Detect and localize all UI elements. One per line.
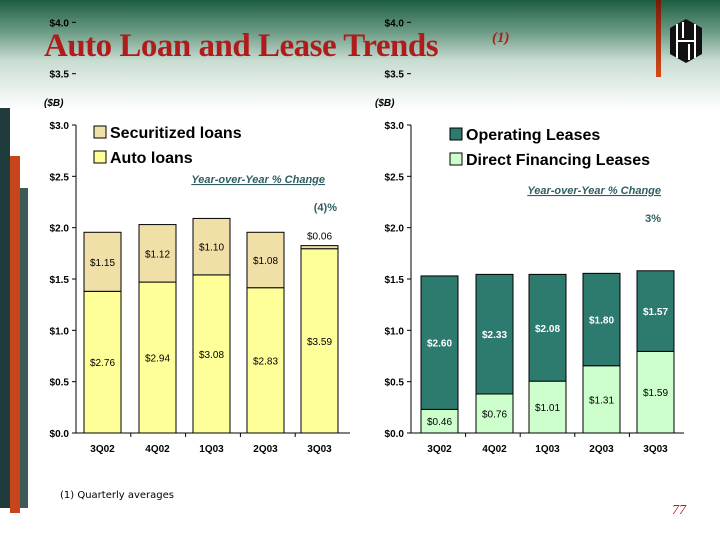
chart1-y-tick-label: $3.5: [385, 70, 405, 81]
chart1-y-tick-label: $4.0: [385, 18, 405, 29]
chart1-bar-direct-financing-leases: [582, 365, 621, 434]
chart1-data-label: $2.33: [482, 330, 507, 341]
chart0-bar-auto-loans: [192, 274, 231, 434]
chart0-data-label: $1.10: [199, 243, 224, 254]
page-title: Auto Loan and Lease Trends: [44, 28, 439, 64]
chart1-bar-direct-financing-leases: [475, 393, 514, 434]
chart0-data-label: $2.83: [253, 356, 278, 367]
chart0-bar-auto-loans: [246, 287, 285, 434]
header-divider: [656, 0, 661, 77]
chart1-x-tick-label: 3Q02: [427, 444, 452, 455]
chart0-yoy-heading: Year-over-Year % Change: [191, 174, 325, 186]
page-number: 77: [672, 503, 686, 518]
chart0-data-label: $2.94: [145, 354, 170, 365]
chart1-data-label: $0.46: [427, 417, 452, 428]
chart1-bar-operating-leases: [475, 273, 514, 395]
chart0-bar-securitized-loans: [83, 231, 122, 292]
footnote: (1) Quarterly averages: [60, 490, 174, 501]
chart0-bar-auto-loans: [83, 290, 122, 434]
chart1-bar-direct-financing-leases: [528, 380, 567, 434]
chart1-y-tick-label: $2.0: [385, 224, 405, 235]
chart0-legend-swatch: [93, 125, 107, 139]
chart1-data-label: $0.76: [482, 409, 507, 420]
chart1-data-label: $1.01: [535, 403, 560, 414]
chart1-y-tick-label: $1.0: [385, 326, 405, 337]
chart1-bar-operating-leases: [528, 273, 567, 382]
chart1-data-label: $1.57: [643, 307, 668, 318]
chart1-data-label: $1.59: [643, 388, 668, 399]
chart0-bar-securitized-loans: [138, 224, 177, 283]
decorative-side-strips: [0, 108, 28, 513]
chart1-y-tick-label: $0.5: [385, 378, 405, 389]
chart1-legend-swatch: [449, 152, 463, 166]
chart0-data-label: $3.59: [307, 337, 332, 348]
chart0-data-label: $3.08: [199, 350, 224, 361]
chart0-y-tick-label: $0.5: [50, 378, 70, 389]
chart1-bar-operating-leases: [636, 270, 675, 352]
chart1-x-tick-label: 2Q03: [589, 444, 614, 455]
chart1-x-tick-label: 1Q03: [535, 444, 560, 455]
chart1-x-tick-label: 4Q02: [482, 444, 507, 455]
chart0-legend-label: Securitized loans: [110, 125, 242, 142]
chart0-y-tick-label: $2.5: [50, 172, 70, 183]
chart0-x-tick-label: 1Q03: [199, 444, 224, 455]
chart0-x-tick-label: 3Q02: [90, 444, 115, 455]
chart0-bar-auto-loans: [300, 248, 339, 434]
chart0-legend-label: Auto loans: [110, 150, 193, 167]
chart1-data-label: $2.08: [535, 324, 560, 335]
chart0-data-label: $2.76: [90, 358, 115, 369]
chart0-x-tick-label: 2Q03: [253, 444, 278, 455]
chart1-y-tick-label: $2.5: [385, 172, 405, 183]
right-unit-label: ($B): [375, 98, 395, 109]
chart0-data-label: $1.15: [90, 258, 115, 269]
chart1-bar-operating-leases: [582, 272, 621, 367]
chart0-yoy-value: (4)%: [314, 202, 337, 214]
chart1-y-tick-label: $1.5: [385, 275, 405, 286]
chart0-x-tick-label: 4Q02: [145, 444, 170, 455]
chart0-data-label: $1.08: [253, 256, 278, 267]
chart0-y-tick-label: $1.0: [50, 326, 70, 337]
chart0-y-tick-label: $3.5: [50, 70, 70, 81]
chart0-bar-securitized-loans: [300, 245, 339, 250]
left-unit-label: ($B): [44, 98, 64, 109]
chart1-bar-operating-leases: [420, 275, 459, 410]
chart1-y-tick-label: $3.0: [385, 121, 405, 132]
chart1-legend-label: Direct Financing Leases: [466, 152, 650, 169]
chart0-bar-securitized-loans: [192, 217, 231, 276]
chart1-yoy-heading: Year-over-Year % Change: [527, 185, 661, 197]
chart0-legend-swatch: [93, 150, 107, 164]
chart0-data-label: $1.12: [145, 249, 170, 260]
chart1-legend-label: Operating Leases: [466, 127, 600, 144]
chart1-x-tick-label: 3Q03: [643, 444, 668, 455]
title-footnote-marker: (1): [492, 30, 510, 46]
chart1-data-label: $1.80: [589, 316, 614, 327]
chart1-data-label: $2.60: [427, 339, 452, 350]
chart0-y-tick-label: $2.0: [50, 224, 70, 235]
chart0-y-tick-label: $0.0: [50, 429, 70, 440]
chart0-y-tick-label: $3.0: [50, 121, 70, 132]
chart0-data-label: $0.06: [307, 232, 332, 243]
chart0-y-tick-label: $1.5: [50, 275, 70, 286]
chart1-legend-swatch: [449, 127, 463, 141]
chart1-yoy-value: 3%: [645, 213, 661, 225]
chart1-y-tick-label: $0.0: [385, 429, 405, 440]
header-background: [0, 0, 720, 110]
chart0-bar-auto-loans: [138, 281, 177, 434]
chart0-y-tick-label: $4.0: [50, 18, 70, 29]
chart1-data-label: $1.31: [589, 395, 614, 406]
chart0-bar-securitized-loans: [246, 231, 285, 289]
chart0-x-tick-label: 3Q03: [307, 444, 332, 455]
company-logo-icon: [670, 19, 702, 63]
